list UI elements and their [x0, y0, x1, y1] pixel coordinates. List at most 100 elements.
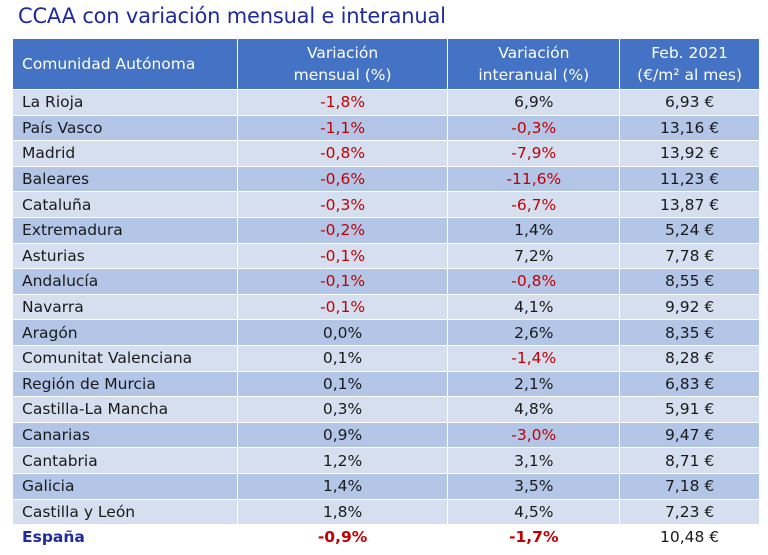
cell-price: 11,23 € — [619, 165, 760, 193]
table-header-row: Comunidad Autónoma Variación mensual (%)… — [12, 38, 760, 90]
header-annual-line1: Variación — [498, 44, 570, 62]
cell-annual-variation: 4,5% — [447, 498, 621, 526]
cell-annual-variation: -7,9% — [447, 140, 621, 167]
cell-monthly-variation: -0,1% — [236, 293, 449, 321]
cell-price: 6,83 € — [619, 370, 760, 398]
cell-monthly-variation: -1,1% — [236, 114, 449, 142]
cell-price: 9,92 € — [619, 293, 760, 321]
cell-annual-variation: 3,1% — [447, 447, 621, 474]
cell-price: 5,91 € — [619, 396, 760, 423]
table-row: Galicia 1,4% 3,5% 7,18 € — [12, 472, 760, 500]
cell-region: Aragón — [12, 319, 238, 346]
cell-region: Baleares — [12, 165, 238, 193]
header-annual-line2: interanual (%) — [478, 66, 590, 84]
table-row: Extremadura -0,2% 1,4% 5,24 € — [12, 216, 760, 244]
cell-annual-variation: 4,1% — [447, 293, 621, 321]
cell-price: 8,35 € — [619, 319, 760, 346]
cell-region: Galicia — [12, 472, 238, 500]
cell-monthly-variation: -0,1% — [236, 268, 449, 295]
cell-monthly-variation: 1,4% — [236, 472, 449, 500]
cell-region: Andalucía — [12, 268, 238, 295]
cell-monthly-variation: 0,9% — [236, 421, 449, 449]
header-monthly: Variación mensual (%) — [236, 38, 449, 90]
cell-monthly-variation: -0,3% — [236, 191, 449, 218]
table-row: Canarias 0,9% -3,0% 9,47 € — [12, 421, 760, 449]
cell-region: Cataluña — [12, 191, 238, 218]
cell-price: 6,93 € — [619, 89, 760, 116]
table-row: Región de Murcia 0,1% 2,1% 6,83 € — [12, 370, 760, 398]
cell-region: País Vasco — [12, 114, 238, 142]
table-row: Castilla y León 1,8% 4,5% 7,23 € — [12, 498, 760, 526]
table-row: Baleares -0,6% -11,6% 11,23 € — [12, 165, 760, 193]
cell-region: Asturias — [12, 242, 238, 270]
cell-monthly-variation: 0,1% — [236, 344, 449, 372]
cell-price: 10,48 € — [619, 524, 760, 551]
cell-annual-variation: -3,0% — [447, 421, 621, 449]
cell-monthly-variation: -1,8% — [236, 89, 449, 116]
cell-annual-variation: 6,9% — [447, 89, 621, 116]
cell-monthly-variation: 1,2% — [236, 447, 449, 474]
header-price-line2: (€/m² al mes) — [637, 66, 743, 84]
cell-region: España — [12, 524, 238, 551]
cell-price: 13,92 € — [619, 140, 760, 167]
cell-region: Madrid — [12, 140, 238, 167]
cell-region: Extremadura — [12, 216, 238, 244]
cell-annual-variation: 1,4% — [447, 216, 621, 244]
cell-monthly-variation: -0,1% — [236, 242, 449, 270]
header-region: Comunidad Autónoma — [12, 38, 238, 90]
cell-price: 7,23 € — [619, 498, 760, 526]
table-row: País Vasco -1,1% -0,3% 13,16 € — [12, 114, 760, 142]
table-row: Comunitat Valenciana 0,1% -1,4% 8,28 € — [12, 344, 760, 372]
header-price-line1: Feb. 2021 — [651, 44, 728, 62]
cell-price: 9,47 € — [619, 421, 760, 449]
cell-price: 7,78 € — [619, 242, 760, 270]
cell-annual-variation: -1,4% — [447, 344, 621, 372]
cell-region: Canarias — [12, 421, 238, 449]
table-total-row: España -0,9% -1,7% 10,48 € — [12, 524, 760, 551]
cell-region: Cantabria — [12, 447, 238, 474]
cell-price: 8,28 € — [619, 344, 760, 372]
cell-monthly-variation: -0,9% — [236, 524, 449, 551]
table-row: Cantabria 1,2% 3,1% 8,71 € — [12, 447, 760, 474]
cell-region: Comunitat Valenciana — [12, 344, 238, 372]
header-monthly-line2: mensual (%) — [293, 66, 392, 84]
cell-annual-variation: -6,7% — [447, 191, 621, 218]
cell-region: La Rioja — [12, 89, 238, 116]
table-row: Asturias -0,1% 7,2% 7,78 € — [12, 242, 760, 270]
table-row: Madrid -0,8% -7,9% 13,92 € — [12, 140, 760, 167]
cell-annual-variation: -0,8% — [447, 268, 621, 295]
cell-annual-variation: -1,7% — [447, 524, 621, 551]
variation-table: Comunidad Autónoma Variación mensual (%)… — [12, 38, 760, 551]
cell-region: Castilla-La Mancha — [12, 396, 238, 423]
cell-price: 7,18 € — [619, 472, 760, 500]
cell-annual-variation: -0,3% — [447, 114, 621, 142]
cell-region: Castilla y León — [12, 498, 238, 526]
cell-price: 13,16 € — [619, 114, 760, 142]
header-price: Feb. 2021 (€/m² al mes) — [619, 38, 760, 90]
cell-annual-variation: 4,8% — [447, 396, 621, 423]
page-title: CCAA con variación mensual e interanual — [18, 4, 446, 28]
cell-monthly-variation: -0,6% — [236, 165, 449, 193]
cell-monthly-variation: 1,8% — [236, 498, 449, 526]
cell-price: 5,24 € — [619, 216, 760, 244]
table-row: Cataluña -0,3% -6,7% 13,87 € — [12, 191, 760, 218]
table-row: La Rioja -1,8% 6,9% 6,93 € — [12, 89, 760, 116]
cell-annual-variation: -11,6% — [447, 165, 621, 193]
cell-monthly-variation: 0,0% — [236, 319, 449, 346]
cell-annual-variation: 2,1% — [447, 370, 621, 398]
cell-annual-variation: 7,2% — [447, 242, 621, 270]
header-annual: Variación interanual (%) — [447, 38, 621, 90]
cell-price: 8,71 € — [619, 447, 760, 474]
table-row: Aragón 0,0% 2,6% 8,35 € — [12, 319, 760, 346]
cell-monthly-variation: 0,1% — [236, 370, 449, 398]
cell-annual-variation: 3,5% — [447, 472, 621, 500]
table-row: Andalucía -0,1% -0,8% 8,55 € — [12, 268, 760, 295]
cell-monthly-variation: -0,2% — [236, 216, 449, 244]
table-row: Navarra -0,1% 4,1% 9,92 € — [12, 293, 760, 321]
table-row: Castilla-La Mancha 0,3% 4,8% 5,91 € — [12, 396, 760, 423]
header-monthly-line1: Variación — [306, 44, 379, 62]
cell-region: Región de Murcia — [12, 370, 238, 398]
cell-region: Navarra — [12, 293, 238, 321]
cell-monthly-variation: 0,3% — [236, 396, 449, 423]
cell-price: 13,87 € — [619, 191, 760, 218]
